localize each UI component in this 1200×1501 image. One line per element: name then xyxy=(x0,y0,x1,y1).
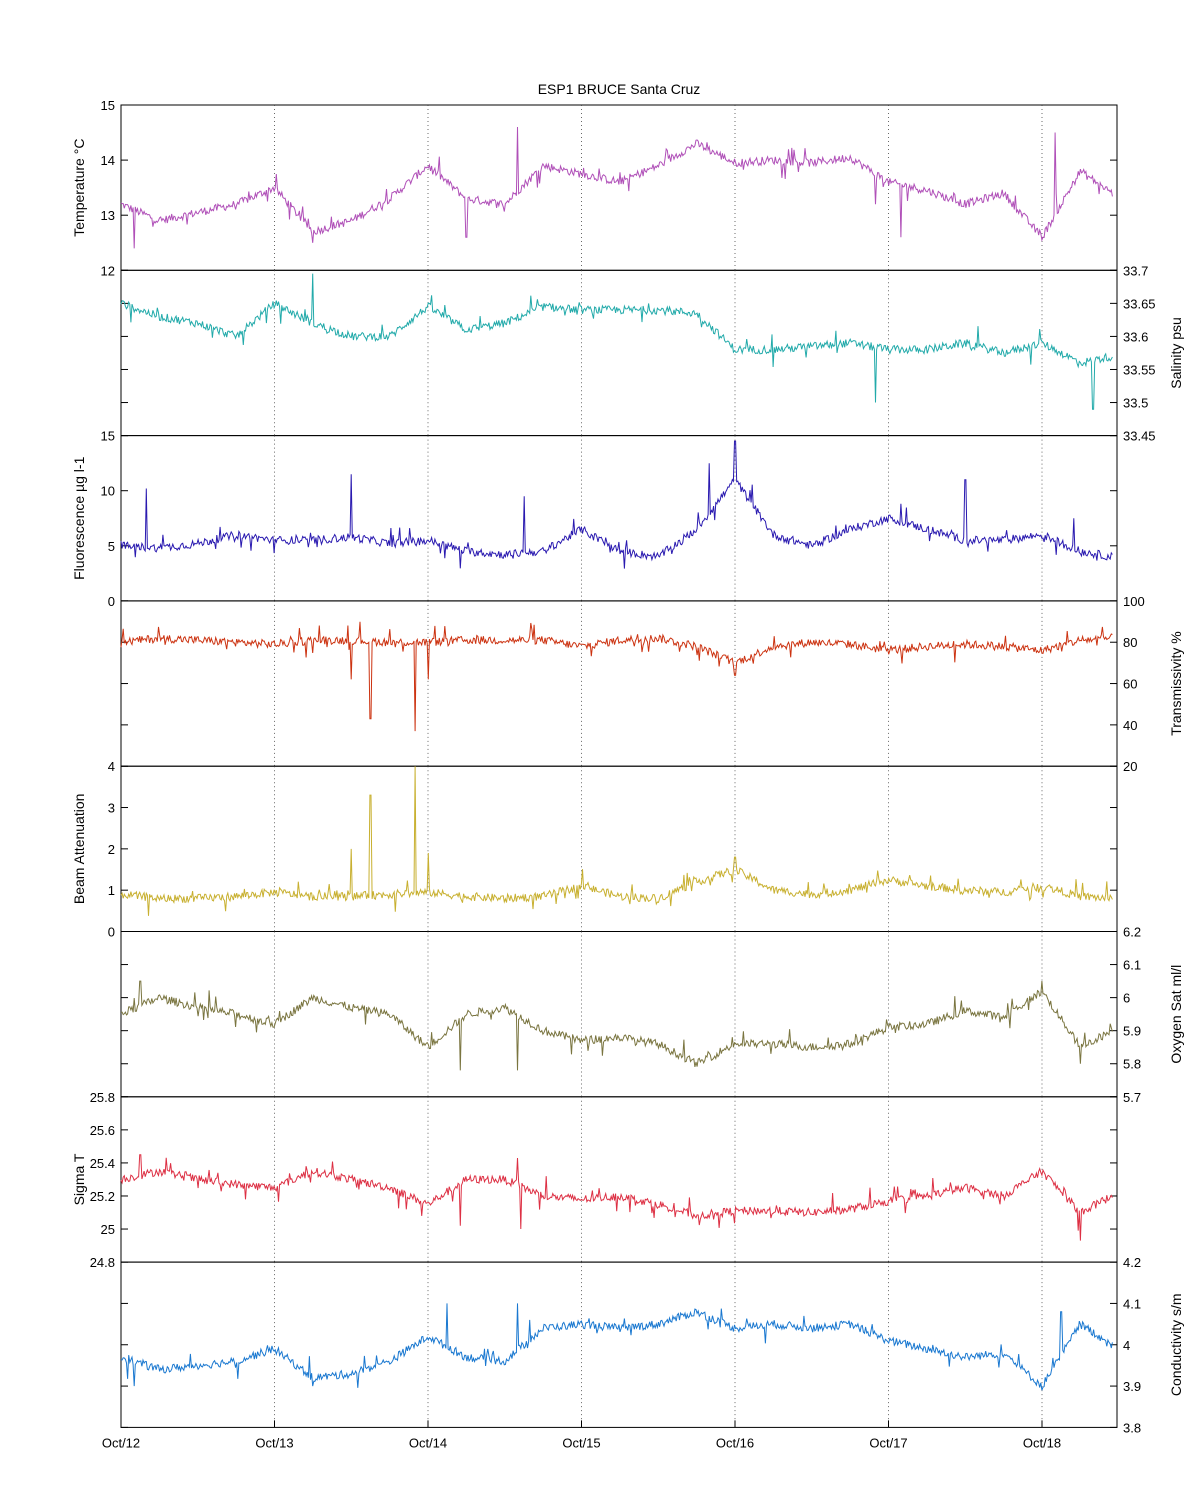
y-tick-label: 6 xyxy=(1123,991,1130,1006)
y-tick-label: 40 xyxy=(1123,718,1137,733)
y-tick-label: 0 xyxy=(108,594,115,609)
series-line-fluorescence xyxy=(120,440,1113,569)
y-tick-label: 5.8 xyxy=(1123,1057,1141,1072)
y-axis-label: Sigma T xyxy=(71,1153,87,1205)
y-tick-label: 13 xyxy=(101,208,115,223)
panel-transmissivity: 20 40 60 80 100 Transmissivity % xyxy=(120,594,1184,774)
panel-oxygen_sat: 5.7 5.8 5.9 6 6.1 6.2 Oxygen Sat ml/l xyxy=(120,925,1184,1105)
y-tick-label: 3 xyxy=(108,801,115,816)
panel-sigma_t: 24.8 25 25.2 25.4 25.6 25.8 Sigma T xyxy=(71,1090,1118,1270)
y-tick-label: 5.7 xyxy=(1123,1090,1141,1105)
y-tick-label: 4.1 xyxy=(1123,1296,1141,1311)
y-tick-label: 33.45 xyxy=(1123,429,1156,444)
y-tick-label: 12 xyxy=(101,263,115,278)
x-tick-label: Oct/13 xyxy=(255,1435,293,1450)
series-line-oxygen_sat xyxy=(120,980,1113,1071)
y-tick-label: 15 xyxy=(101,98,115,113)
y-tick-label: 0 xyxy=(108,925,115,940)
panel-fluorescence: 0 5 10 15 Fluorescence µg l-1 xyxy=(71,429,1118,609)
y-tick-label: 3.9 xyxy=(1123,1379,1141,1394)
y-tick-label: 15 xyxy=(101,429,115,444)
y-tick-label: 100 xyxy=(1123,594,1145,609)
y-tick-label: 24.8 xyxy=(90,1255,115,1270)
panel-frame xyxy=(120,1261,1118,1428)
y-tick-label: 25.8 xyxy=(90,1090,115,1105)
y-tick-label: 33.5 xyxy=(1123,396,1148,411)
y-tick-label: 14 xyxy=(101,153,115,168)
y-tick-label: 25.4 xyxy=(90,1156,115,1171)
y-tick-label: 5.9 xyxy=(1123,1024,1141,1039)
y-tick-label: 25.2 xyxy=(90,1189,115,1204)
series-line-transmissivity xyxy=(120,621,1113,732)
x-tick-label: Oct/14 xyxy=(409,1435,447,1450)
y-tick-label: 1 xyxy=(108,883,115,898)
y-axis-label: Transmissivity % xyxy=(1168,631,1184,736)
y-axis-label: Salinity psu xyxy=(1168,317,1184,389)
y-tick-label: 2 xyxy=(108,842,115,857)
y-tick-label: 33.6 xyxy=(1123,329,1148,344)
panel-frame xyxy=(120,104,1118,271)
y-tick-label: 4.2 xyxy=(1123,1255,1141,1270)
y-tick-label: 33.55 xyxy=(1123,362,1156,377)
y-tick-label: 3.8 xyxy=(1123,1420,1141,1435)
y-axis-label: Fluorescence µg l-1 xyxy=(71,456,87,579)
series-line-beam_attenuation xyxy=(120,766,1113,916)
series-line-salinity xyxy=(120,273,1113,410)
y-axis-label: Conductivity s/m xyxy=(1168,1293,1184,1396)
series-line-sigma_t xyxy=(120,1154,1113,1241)
chart-title: ESP1 BRUCE Santa Cruz xyxy=(538,81,701,97)
y-tick-label: 6.2 xyxy=(1123,925,1141,940)
panel-conductivity: 3.8 3.9 4 4.1 4.2 Conductivity s/m xyxy=(120,1255,1184,1435)
y-tick-label: 33.65 xyxy=(1123,296,1156,311)
y-tick-label: 25.6 xyxy=(90,1123,115,1138)
panel-frame xyxy=(120,435,1118,602)
y-tick-label: 80 xyxy=(1123,635,1137,650)
y-axis-label: Oxygen Sat ml/l xyxy=(1168,965,1184,1064)
y-axis-label: Beam Attenuation xyxy=(71,794,87,905)
x-tick-label: Oct/15 xyxy=(562,1435,600,1450)
y-tick-label: 4 xyxy=(1123,1338,1130,1353)
y-tick-label: 4 xyxy=(108,759,115,774)
x-tick-label: Oct/17 xyxy=(869,1435,907,1450)
y-tick-label: 20 xyxy=(1123,759,1137,774)
y-tick-label: 25 xyxy=(101,1222,115,1237)
y-tick-label: 5 xyxy=(108,539,115,554)
y-tick-label: 6.1 xyxy=(1123,958,1141,973)
y-tick-label: 10 xyxy=(101,484,115,499)
panel-beam_attenuation: 0 1 2 3 4 Beam Attenuation xyxy=(71,759,1118,940)
y-axis-label: Temperature °C xyxy=(71,139,87,237)
x-tick-label: Oct/12 xyxy=(102,1435,140,1450)
panel-frame xyxy=(120,600,1118,767)
panel-frame xyxy=(120,931,1118,1098)
series-line-temperature xyxy=(120,126,1113,249)
series-line-conductivity xyxy=(120,1303,1113,1391)
x-tick-label: Oct/18 xyxy=(1023,1435,1061,1450)
panel-frame xyxy=(120,1096,1118,1263)
y-tick-label: 33.7 xyxy=(1123,263,1148,278)
panel-frame xyxy=(120,765,1118,933)
x-axis-ticks: Oct/12 Oct/13 Oct/14 Oct/15 Oct/16 Oct/17 Oct/… xyxy=(102,1420,1061,1450)
y-tick-label: 60 xyxy=(1123,677,1137,692)
panel-frame xyxy=(120,269,1118,437)
panel-temperature: 12 13 14 15 Temperature °C xyxy=(71,98,1118,278)
x-tick-label: Oct/16 xyxy=(716,1435,754,1450)
panel-salinity: 33.45 33.5 33.55 33.6 33.65 33.7 Salinity psu xyxy=(120,263,1184,444)
